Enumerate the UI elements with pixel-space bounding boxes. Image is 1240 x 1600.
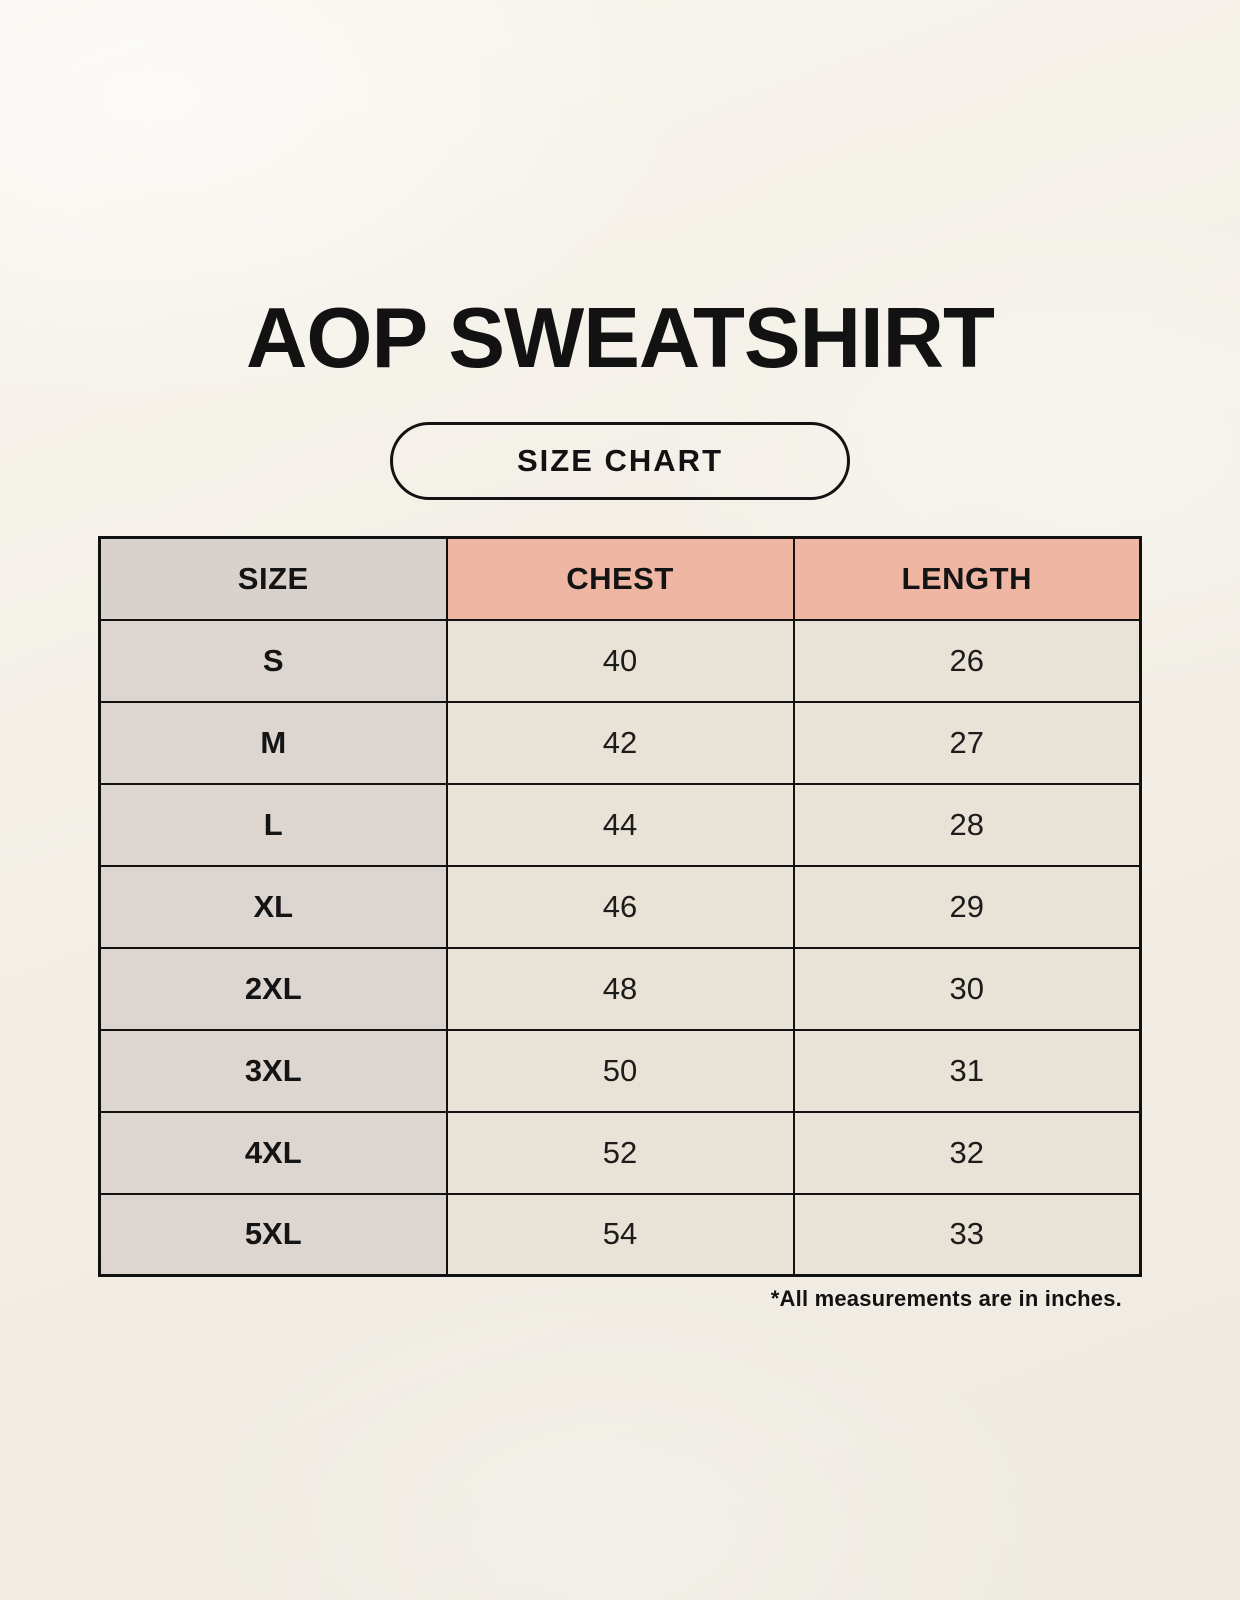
column-header-length: LENGTH (792, 536, 1142, 621)
header-row: SIZE CHEST LENGTH (98, 536, 1142, 621)
measurement-cell: 44 (445, 782, 795, 867)
measurement-cell: 33 (792, 1192, 1142, 1277)
size-chart-badge: SIZE CHART (390, 422, 850, 500)
measurement-cell: 32 (792, 1110, 1142, 1195)
size-chart-table: SIZE CHEST LENGTH S 40 26 M 42 27 L 44 28 XL 46 29 2XL… (98, 536, 1142, 1277)
size-chart-page: AOP SWEATSHIRT SIZE CHART SIZE CHEST LENGT… (98, 291, 1142, 1311)
measurement-cell: 54 (445, 1192, 795, 1277)
size-label-cell: XL (98, 864, 448, 949)
page-title: AOP SWEATSHIRT (246, 291, 995, 386)
size-label-cell: 5XL (98, 1192, 448, 1277)
measurement-cell: 52 (445, 1110, 795, 1195)
size-label-cell: S (98, 618, 448, 703)
measurement-note: *All measurements are in inches. (770, 1286, 1122, 1311)
measurement-cell: 31 (792, 1028, 1142, 1113)
measurement-cell: 30 (792, 946, 1142, 1031)
size-label-cell: M (98, 700, 448, 785)
measurement-cell: 42 (445, 700, 795, 785)
column-header-chest: CHEST (445, 536, 795, 621)
size-label-cell: 2XL (98, 946, 448, 1031)
measurement-cell: 26 (792, 618, 1142, 703)
table-row: L 44 28 (98, 782, 1142, 867)
measurement-cell: 46 (445, 864, 795, 949)
column-header-size: SIZE (98, 536, 448, 621)
table-row: 3XL 50 31 (98, 1028, 1142, 1113)
measurement-cell: 27 (792, 700, 1142, 785)
measurement-cell: 29 (792, 864, 1142, 949)
table-row: 4XL 52 32 (98, 1110, 1142, 1195)
size-label-cell: 4XL (98, 1110, 448, 1195)
table-row: 5XL 54 33 (98, 1192, 1142, 1277)
table-row: S 40 26 (98, 618, 1142, 703)
measurement-cell: 28 (792, 782, 1142, 867)
measurement-cell: 48 (445, 946, 795, 1031)
table-row: XL 46 29 (98, 864, 1142, 949)
measurement-cell: 50 (445, 1028, 795, 1113)
measurement-cell: 40 (445, 618, 795, 703)
size-chart-body: S 40 26 M 42 27 L 44 28 XL 46 29 2XL 48 30 3XL 50 31 4XL 52… (98, 618, 1142, 1277)
table-row: 2XL 48 30 (98, 946, 1142, 1031)
size-label-cell: 3XL (98, 1028, 448, 1113)
size-chart-badge-label: SIZE CHART (517, 443, 723, 478)
table-row: M 42 27 (98, 700, 1142, 785)
size-label-cell: L (98, 782, 448, 867)
